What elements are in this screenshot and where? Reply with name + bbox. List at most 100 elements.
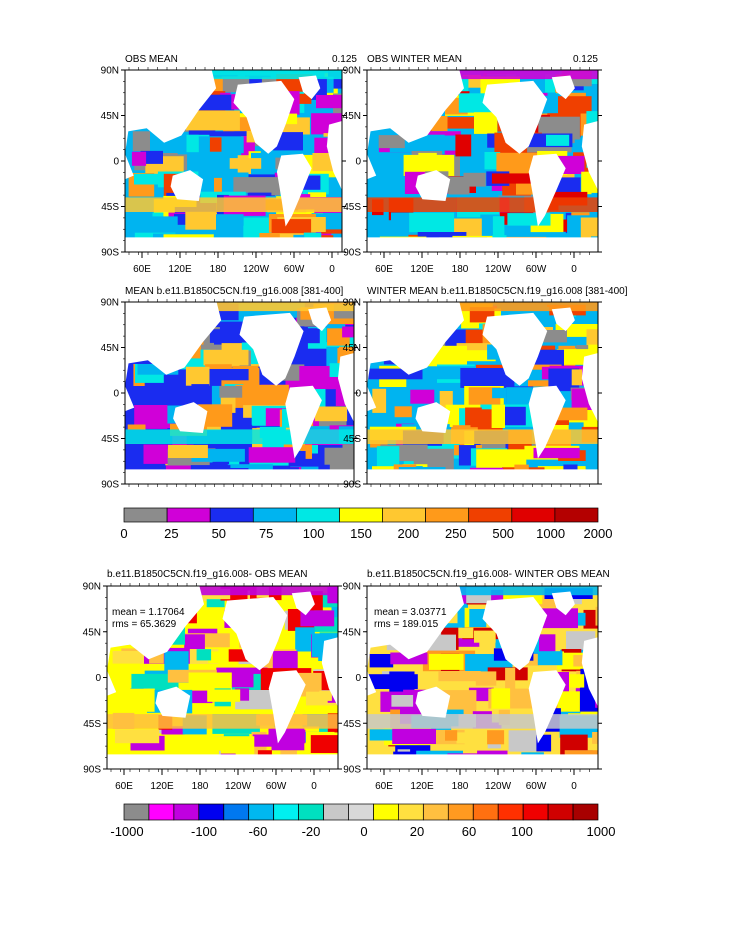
field-cell xyxy=(229,158,262,169)
continent-greenland xyxy=(551,591,575,616)
field-cell xyxy=(438,671,481,682)
field-cell xyxy=(295,627,315,652)
colorbar-bottom-label: -60 xyxy=(249,824,268,839)
x-tick-label: 120E xyxy=(410,781,434,792)
colorbar-swatch xyxy=(248,803,274,821)
field-cell xyxy=(571,369,582,386)
map-obs-mean: 90N 45N 0 45S 90S 60E 120E 180 120W 60W 0 xyxy=(101,66,346,275)
y-tick-label: 0 xyxy=(113,157,119,168)
y-tick-label: 90N xyxy=(83,582,101,593)
field-cell xyxy=(592,732,598,744)
field-cell xyxy=(492,387,512,399)
colorbar-swatch xyxy=(398,803,424,821)
x-tick-label: 180 xyxy=(452,264,469,275)
continent-asia xyxy=(367,70,464,143)
continent-antarctica xyxy=(367,754,598,769)
continent-asia xyxy=(125,70,217,143)
panel-scale-obs-winter: 0.125 xyxy=(573,54,598,65)
panel-title-model-winter: WINTER MEAN b.e11.B1850C5CN.f19_g16.008 … xyxy=(367,286,628,297)
field-cell xyxy=(558,96,592,119)
colorbar-top-label: 1000 xyxy=(536,526,565,541)
field-cell xyxy=(484,152,501,170)
field-cell xyxy=(476,449,527,468)
panel-title-diff-mean: b.e11.B1850C5CN.f19_g16.008- OBS MEAN xyxy=(107,569,308,580)
map-fill-group xyxy=(125,302,354,484)
field-cell xyxy=(131,673,179,691)
x-tick-label: 180 xyxy=(452,781,469,792)
field-cell xyxy=(112,651,144,664)
colorbar-top-label: 0 xyxy=(120,526,127,541)
continent-australia xyxy=(415,402,451,433)
field-cell xyxy=(591,192,598,213)
field-cell xyxy=(297,93,312,104)
field-cell xyxy=(439,391,453,409)
y-tick-label: 90N xyxy=(343,582,361,593)
map-diff-winter-mean: 90N 45N 0 45S 90S 60E 120E 180 120W 60W 0 xyxy=(343,582,602,792)
field-cell xyxy=(597,199,598,221)
map-model-mean: 90N 45N 0 45S 90S xyxy=(101,298,358,491)
y-tick-label: 45S xyxy=(343,434,361,445)
x-tick-label: 60W xyxy=(266,781,287,792)
colorbar-swatch xyxy=(273,803,299,821)
arctic-band xyxy=(367,302,598,312)
field-cell xyxy=(134,173,162,185)
continent-australia xyxy=(173,402,208,433)
y-tick-label: 45N xyxy=(101,111,119,122)
x-tick-label: 0 xyxy=(571,264,577,275)
colorbar-swatch xyxy=(252,507,297,523)
colorbar-bottom-label: 0 xyxy=(360,824,367,839)
colorbar-swatch xyxy=(425,507,470,523)
x-tick-label: 60W xyxy=(526,781,547,792)
continent-south-america xyxy=(528,385,566,459)
y-tick-label: 45S xyxy=(83,719,101,730)
colorbar-swatch xyxy=(423,803,449,821)
y-tick-label: 90S xyxy=(343,480,361,491)
colorbar-swatch xyxy=(209,507,254,523)
colorbar-swatch xyxy=(554,507,599,523)
colorbar-top-label: 25 xyxy=(164,526,178,541)
field-cell xyxy=(137,364,179,375)
continent-africa-east xyxy=(321,637,338,707)
field-cell xyxy=(368,674,418,689)
colorbar-swatch xyxy=(123,507,168,523)
field-cell xyxy=(369,729,411,741)
field-cell xyxy=(168,444,208,458)
field-cell xyxy=(300,610,335,627)
colorbar-swatch xyxy=(447,803,474,821)
y-tick-label: 45N xyxy=(343,111,361,122)
map-fill-group xyxy=(107,586,338,769)
colorbar-top-label: 250 xyxy=(445,526,467,541)
field-cell xyxy=(394,406,412,418)
field-cell xyxy=(140,150,163,164)
map-fill-group xyxy=(367,70,598,252)
diff-winter-stat-mean: mean = 3.03771 xyxy=(374,607,447,618)
field-cell xyxy=(409,212,455,233)
map-fill-group xyxy=(367,302,598,484)
continent-north-america xyxy=(482,312,548,386)
colorbar-bottom-label: -100 xyxy=(191,824,217,839)
arctic-band xyxy=(125,302,354,312)
field-cell xyxy=(209,137,222,152)
continent-greenland xyxy=(291,591,315,616)
colorbar-swatch xyxy=(373,803,399,821)
x-tick-label: 60W xyxy=(526,264,547,275)
field-cell xyxy=(185,110,240,131)
field-cell xyxy=(229,450,240,473)
field-cell xyxy=(460,368,515,388)
field-cell xyxy=(191,384,210,402)
y-tick-label: 45N xyxy=(343,343,361,354)
y-tick-label: 90S xyxy=(101,248,119,259)
y-tick-label: 90S xyxy=(101,480,119,491)
continent-south-america xyxy=(285,385,322,459)
colorbar-swatch xyxy=(547,803,574,821)
continent-south-america xyxy=(528,670,566,744)
colorbar-swatch xyxy=(173,803,200,821)
field-cell xyxy=(548,368,580,392)
panel-title-diff-winter: b.e11.B1850C5CN.f19_g16.008- WINTER OBS … xyxy=(367,569,610,580)
map-diff-mean: 90N 45N 0 45S 90S 60E 120E 180 120W 60W 0 xyxy=(83,582,342,792)
map-fill-group xyxy=(367,586,598,769)
y-tick-label: 90N xyxy=(343,298,361,309)
x-tick-label: 60E xyxy=(375,264,393,275)
y-tick-label: 90N xyxy=(101,66,119,77)
field-cell xyxy=(209,329,244,343)
